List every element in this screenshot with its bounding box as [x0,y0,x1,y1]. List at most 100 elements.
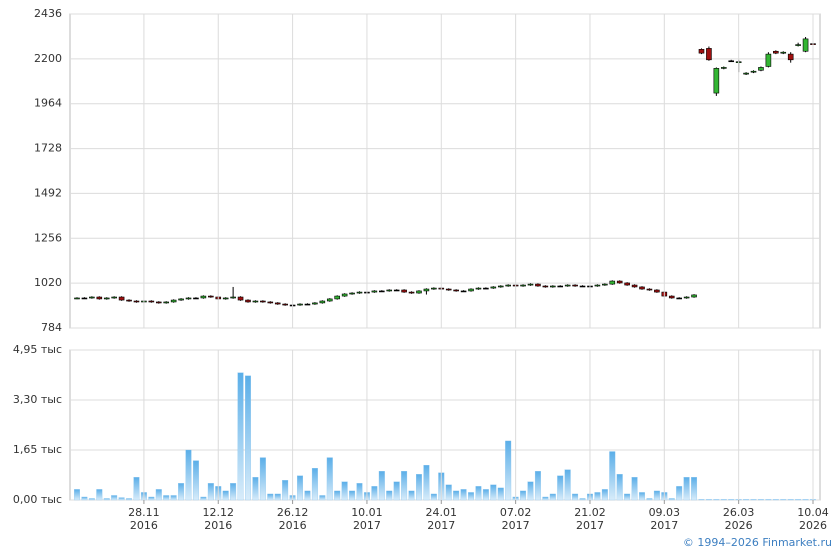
volume-bar [401,471,408,501]
volume-bar [341,481,348,501]
candle-body [549,285,556,288]
candle-body [445,288,452,291]
candle-body [208,295,214,298]
candle-body [178,298,184,301]
y-tick-label: 1256 [34,231,62,244]
candle-body [356,291,363,294]
candle-body [743,72,749,75]
candle-body [616,280,623,284]
x-tick-label: 21.02 [574,506,606,519]
volume-bar [624,493,631,501]
volume-frame [69,349,821,501]
volume-bar [631,477,638,501]
candle-body [245,299,251,303]
candle-body [527,283,534,286]
candle-body [787,53,794,61]
volume-bar [460,489,467,501]
volume-bar [549,493,556,501]
candle-body [341,293,348,297]
candle-body [713,68,720,94]
candle-body [497,285,504,288]
x-tick-label: 09.03 [649,506,681,519]
volume-bar [646,498,653,501]
volume-bar [207,483,214,501]
candle-body [148,300,155,303]
volume-bar [311,468,318,501]
volume-bar [81,496,88,501]
candle-body [453,289,459,292]
candle-body [96,296,103,300]
candle-body [267,301,274,304]
x-tick-label: 24.01 [426,506,458,519]
volume-bar [416,474,422,501]
volume-bar [691,477,698,501]
candle-body [654,289,660,293]
x-tick-label: 26.12 [277,506,309,519]
candle-body [423,288,430,292]
volume-bar [334,490,341,501]
volume-bar [430,493,437,501]
volume-bar [594,492,601,501]
volume-bar [267,493,274,501]
volume-bar [780,499,787,501]
volume-bar [542,496,549,501]
candle-body [103,297,110,300]
volume-bar [356,483,363,501]
x-tick-year: 2017 [650,519,678,532]
volume-bar [787,499,794,501]
volume-bar [349,490,356,501]
volume-bar [772,499,779,501]
candle-body [691,294,697,298]
volume-bar [185,449,192,501]
volume-bar [713,499,720,501]
volume-bar [386,490,393,501]
y-tick-label: 1964 [34,97,62,110]
candle-body [379,290,385,293]
volume-bar [163,495,170,501]
y-tick-label: 2200 [34,52,62,65]
volume-bar [230,483,237,501]
volume-bar [118,497,125,501]
candle-body [193,297,199,300]
volume-bar [304,490,311,501]
candle-body [542,285,549,288]
volume-bar [497,487,504,501]
volume-bar [445,484,452,501]
x-tick-year: 2016 [279,519,307,532]
candle-body [758,67,764,71]
candle-body [297,303,303,306]
x-tick-year: 2016 [130,519,158,532]
volume-bar [378,471,385,501]
candle-body [720,67,727,69]
volume-bar [653,490,660,501]
candle-body [126,299,132,302]
volume-bar [534,471,541,501]
candle-body [252,300,259,303]
y-tick-label: 784 [41,321,62,334]
x-tick-year: 2017 [576,519,604,532]
candle-body [520,284,526,287]
candle-body [483,287,489,290]
volume-bar [743,499,750,501]
y-tick-label: 1492 [34,186,62,199]
candle-body [505,284,511,287]
volume-bar [765,499,772,501]
candle-body [81,297,88,300]
candle-body [260,300,266,303]
candle-body [237,296,244,301]
volume-bar [326,457,333,501]
volume-bar [639,492,645,501]
x-tick-label: 10.04 [797,506,829,519]
candle-body [230,296,236,299]
volume-bar [237,372,244,501]
volume-bar [155,489,162,501]
candle-body [349,292,355,295]
candle-body [74,297,80,300]
volume-bar [728,499,735,501]
candle-body [750,70,757,73]
candle-body [170,299,177,303]
y-tick-label: 0,00 тыс [13,493,62,506]
volume-bar [274,493,281,501]
candle-body [468,288,474,292]
candle-body [222,297,229,300]
